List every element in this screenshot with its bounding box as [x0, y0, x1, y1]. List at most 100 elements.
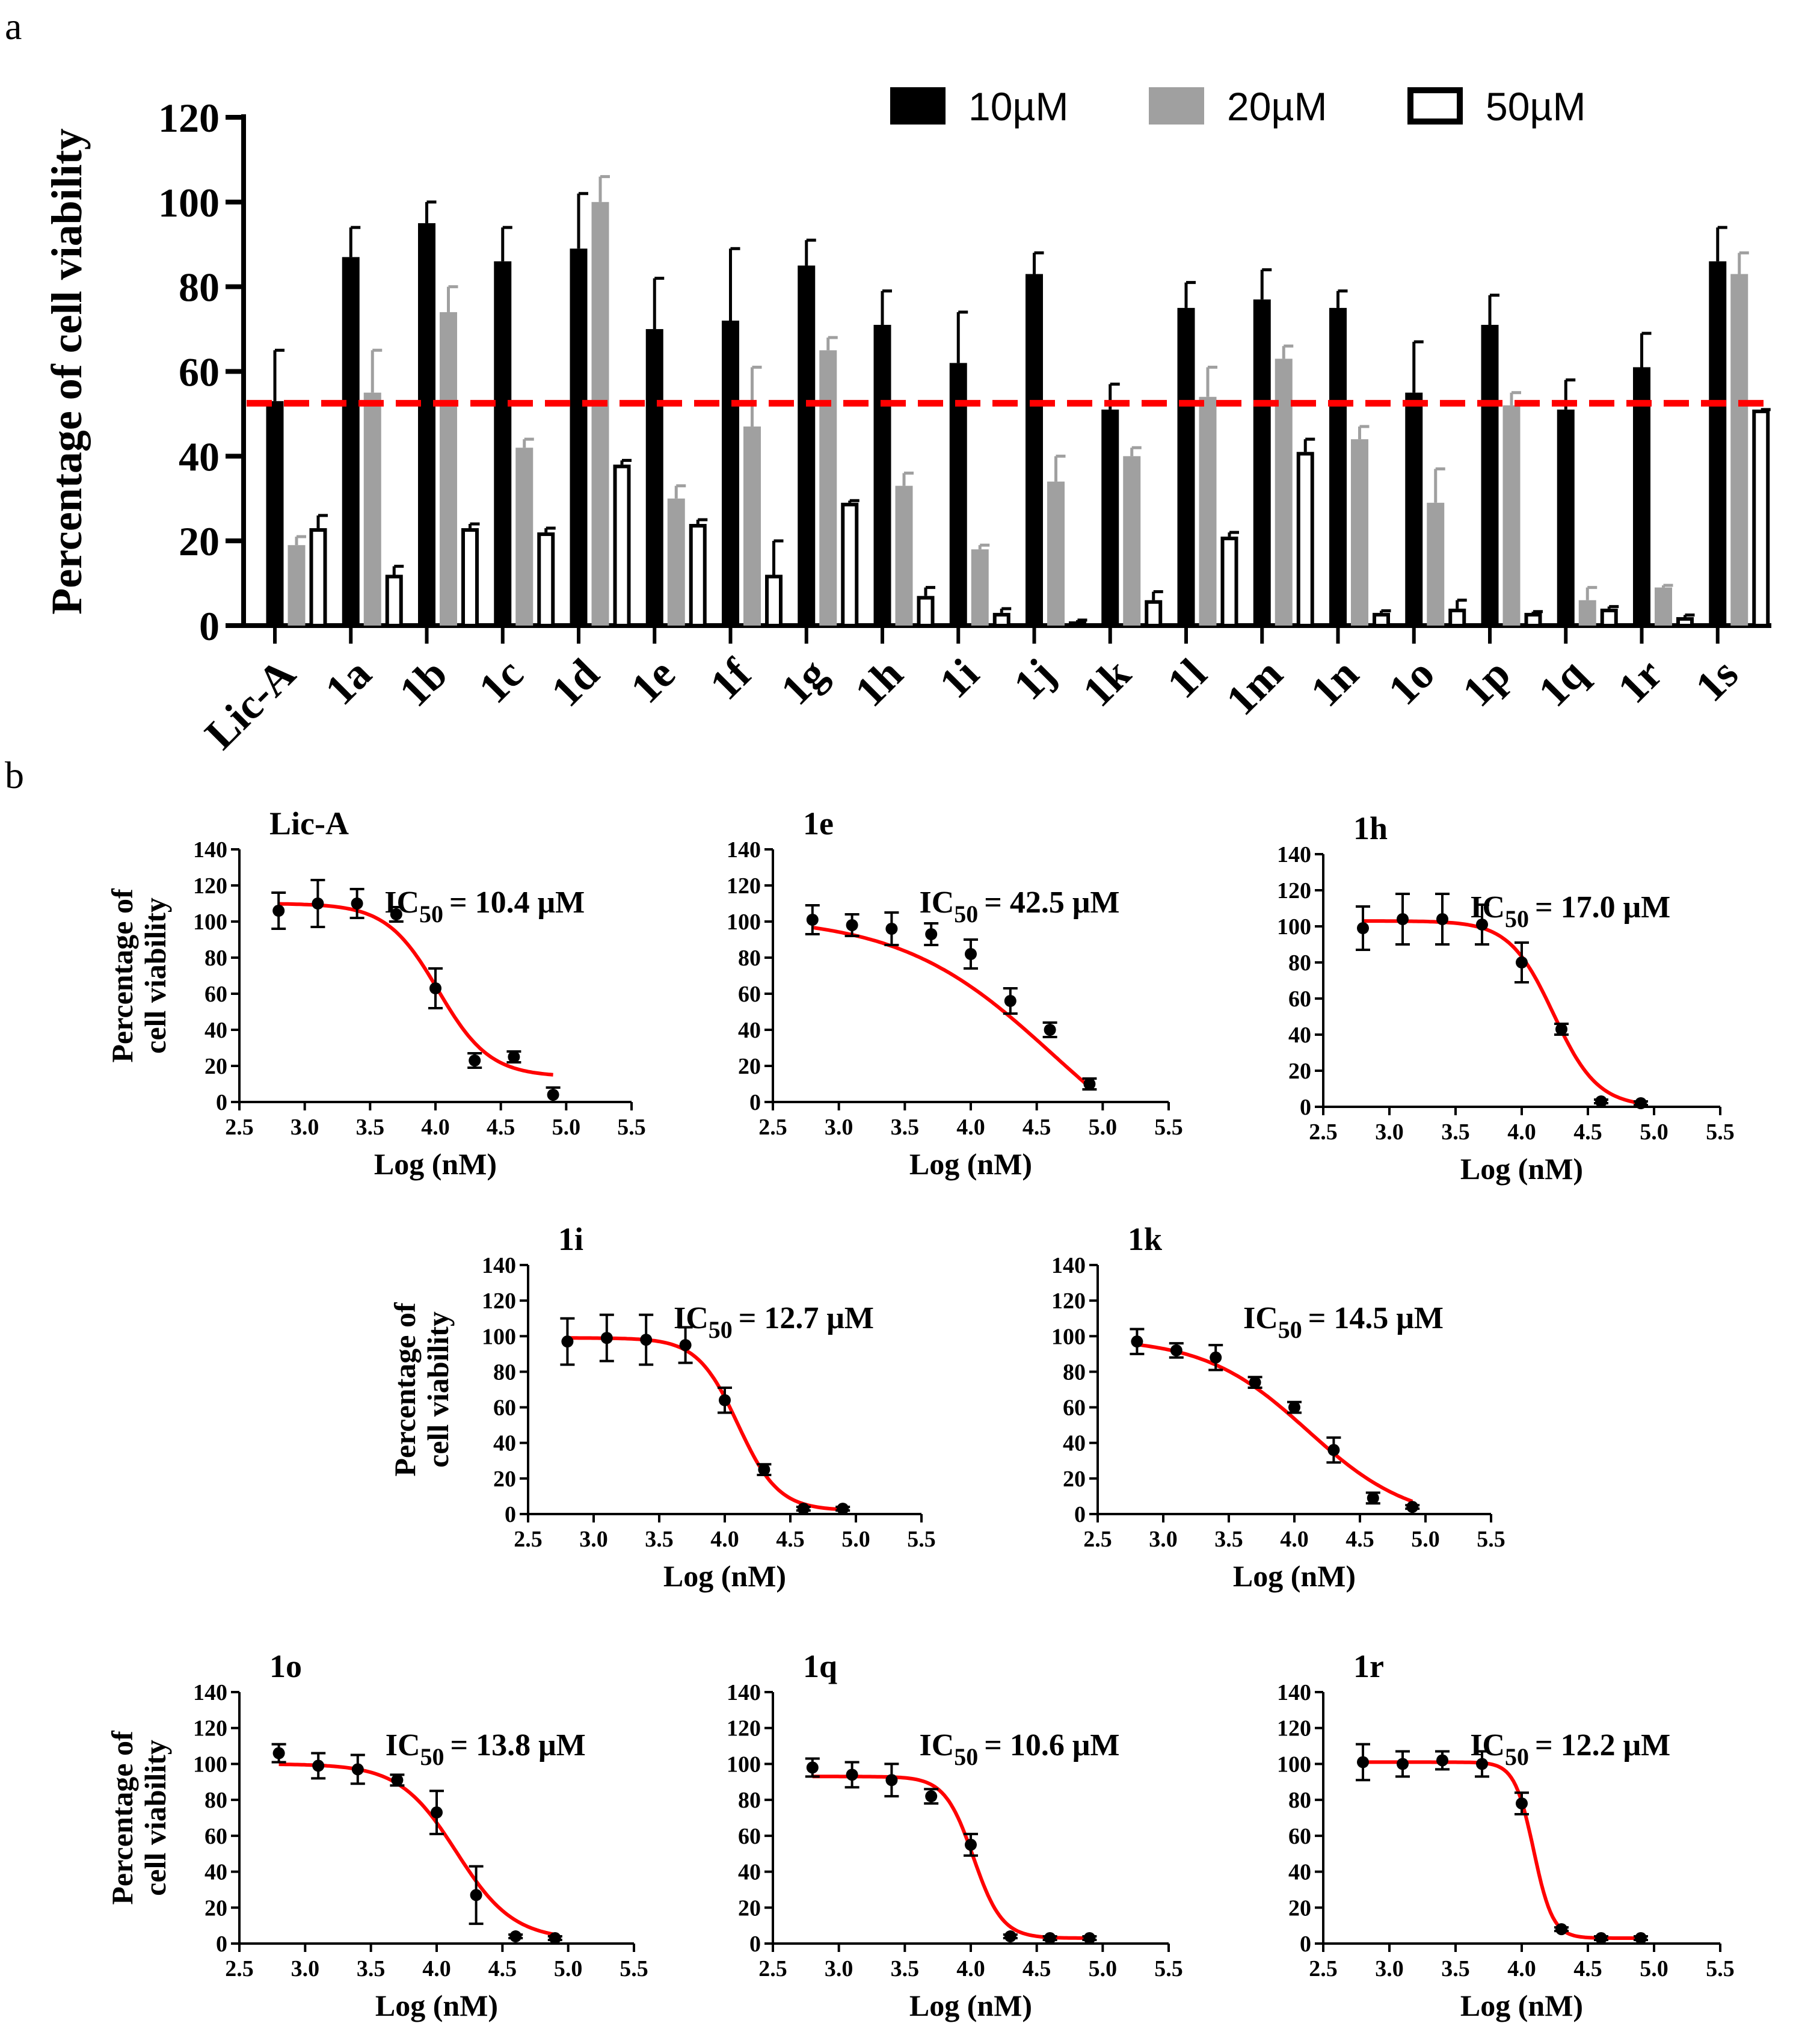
- y-axis-label: Percentage of: [105, 1730, 139, 1905]
- data-point: [390, 908, 402, 920]
- ic50-label-value: = 12.2 μM: [1535, 1728, 1670, 1762]
- y-tick-label: 60: [738, 1824, 761, 1849]
- y-tick-label: 100: [193, 910, 227, 935]
- dose-response-panel: 0 20 40 60 80 100 120 140 2.5 3.0 3.5 4.0 4.5 5.0 5.5 L…: [1277, 1648, 1735, 2022]
- panel-title: 1o: [269, 1648, 302, 1684]
- x-tick-label: 5.5: [907, 1527, 936, 1552]
- x-axis-label: Log (nM): [1460, 1152, 1583, 1186]
- ic50-label: IC50 = 17.0 μM: [1470, 890, 1670, 932]
- x-tick-label: 4.5: [1023, 1115, 1051, 1140]
- bar-50uM: [1373, 612, 1390, 627]
- x-axis-label: Log (nM): [909, 1989, 1032, 2022]
- data-point: [351, 897, 363, 910]
- y-tick-label: 0: [216, 1932, 227, 1957]
- data-point: [351, 1763, 364, 1776]
- bar-10uM: [1329, 307, 1347, 626]
- panel-title: 1r: [1353, 1648, 1384, 1684]
- bar-10uM: [494, 261, 512, 626]
- data-point: [509, 1930, 522, 1943]
- data-point: [1327, 1444, 1340, 1456]
- y-tick-label: 80: [1288, 1788, 1311, 1813]
- ic50-label-main: IC: [674, 1301, 709, 1335]
- data-point: [885, 1774, 898, 1787]
- y-tick-label: 120: [1051, 1288, 1086, 1314]
- legend-swatch: [1407, 87, 1463, 125]
- bar-20uM: [667, 498, 685, 626]
- bar-10uM: [1253, 299, 1271, 626]
- bar-50uM: [765, 574, 783, 627]
- legend-swatch: [1149, 87, 1204, 125]
- y-tick-label: 40: [179, 434, 220, 479]
- y-tick-label: 120: [1277, 1716, 1311, 1741]
- x-tick-label: 1j: [1004, 650, 1064, 709]
- dose-response-panel: 0 20 40 60 80 100 120 140 2.5 3.0 3.5 4.0 4.5 5.0 5.5 L…: [1051, 1221, 1505, 1593]
- ic50-label-subscript: 50: [709, 1316, 733, 1343]
- y-tick-label: 20: [738, 1054, 761, 1079]
- dose-response-panel: 0 20 40 60 80 100 120 140 2.5 3.0 3.5 4.0 4.5 5.0 5.5 L…: [1277, 810, 1735, 1186]
- x-tick-label: 3.5: [891, 1956, 920, 1981]
- ic50-label-subscript: 50: [419, 900, 443, 928]
- y-tick-label: 80: [738, 946, 761, 971]
- y-tick-label: 40: [205, 1860, 227, 1885]
- ic50-label-value: = 13.8 μM: [451, 1728, 586, 1762]
- y-tick-label: 60: [738, 982, 761, 1007]
- ic50-label-subscript: 50: [954, 900, 978, 928]
- x-tick-label: 4.5: [1573, 1119, 1602, 1145]
- y-axis-label: Percentage of cell viability: [43, 128, 91, 614]
- data-point: [1357, 1756, 1369, 1768]
- ic50-label-value: = 17.0 μM: [1535, 890, 1670, 925]
- data-point: [1083, 1932, 1096, 1945]
- x-tick-label: 5.5: [1154, 1115, 1183, 1140]
- x-tick-label: 1o: [1379, 650, 1444, 714]
- x-tick-label: 5.0: [1640, 1119, 1668, 1145]
- y-tick-label: 20: [205, 1895, 227, 1921]
- bar-10uM: [949, 363, 967, 626]
- y-tick-label: 20: [1063, 1467, 1086, 1492]
- x-tick-label: 4.5: [776, 1527, 805, 1552]
- ic50-label-subscript: 50: [420, 1743, 444, 1770]
- x-tick-label: 1a: [316, 650, 380, 714]
- legend-label: 50µM: [1486, 84, 1585, 129]
- data-point: [925, 928, 938, 940]
- x-tick-label: 3.0: [291, 1115, 319, 1140]
- x-tick-label: 2.5: [514, 1527, 543, 1552]
- bar-10uM: [1177, 307, 1195, 626]
- y-tick-label: 100: [1051, 1324, 1086, 1349]
- bar-50uM: [613, 464, 631, 628]
- y-tick-label: 20: [1288, 1059, 1311, 1084]
- y-tick-label: 40: [1063, 1431, 1086, 1456]
- x-tick-label: 4.0: [1507, 1119, 1536, 1145]
- bar-50uM: [1676, 617, 1694, 627]
- x-tick-label: 1c: [469, 650, 532, 713]
- y-tick-label: 0: [1300, 1095, 1311, 1120]
- data-point: [797, 1503, 810, 1515]
- ic50-label-subscript: 50: [1505, 905, 1529, 932]
- data-point: [806, 914, 819, 926]
- fit-curve: [1363, 919, 1641, 1106]
- y-tick-label: 140: [1277, 842, 1311, 867]
- x-tick-label: 3.0: [1149, 1527, 1178, 1552]
- y-tick-label: 100: [1277, 1752, 1311, 1777]
- y-tick-label: 120: [158, 95, 220, 141]
- data-point: [1249, 1376, 1261, 1389]
- y-tick-label: 20: [1288, 1895, 1311, 1921]
- y-tick-label: 80: [205, 946, 227, 971]
- x-tick-label: 1d: [542, 650, 608, 716]
- x-tick-label: 5.5: [1477, 1527, 1505, 1552]
- y-tick-label: 0: [216, 1090, 227, 1115]
- x-tick-label: Lic-A: [195, 650, 304, 759]
- x-tick-label: 5.5: [617, 1115, 646, 1140]
- y-tick-label: 140: [727, 1680, 761, 1705]
- y-tick-label: 140: [1277, 1680, 1311, 1705]
- bar-10uM: [1709, 261, 1727, 626]
- y-tick-label: 20: [493, 1467, 516, 1492]
- fit-curve: [278, 902, 553, 1077]
- data-point: [1595, 1095, 1607, 1107]
- bar-10uM: [418, 223, 435, 626]
- x-tick-label: 3.5: [1214, 1527, 1243, 1552]
- data-point: [1357, 922, 1369, 934]
- bar-10uM: [1481, 325, 1499, 626]
- data-point: [1044, 1932, 1056, 1945]
- data-point: [1367, 1492, 1379, 1504]
- bar-10uM: [1101, 409, 1119, 626]
